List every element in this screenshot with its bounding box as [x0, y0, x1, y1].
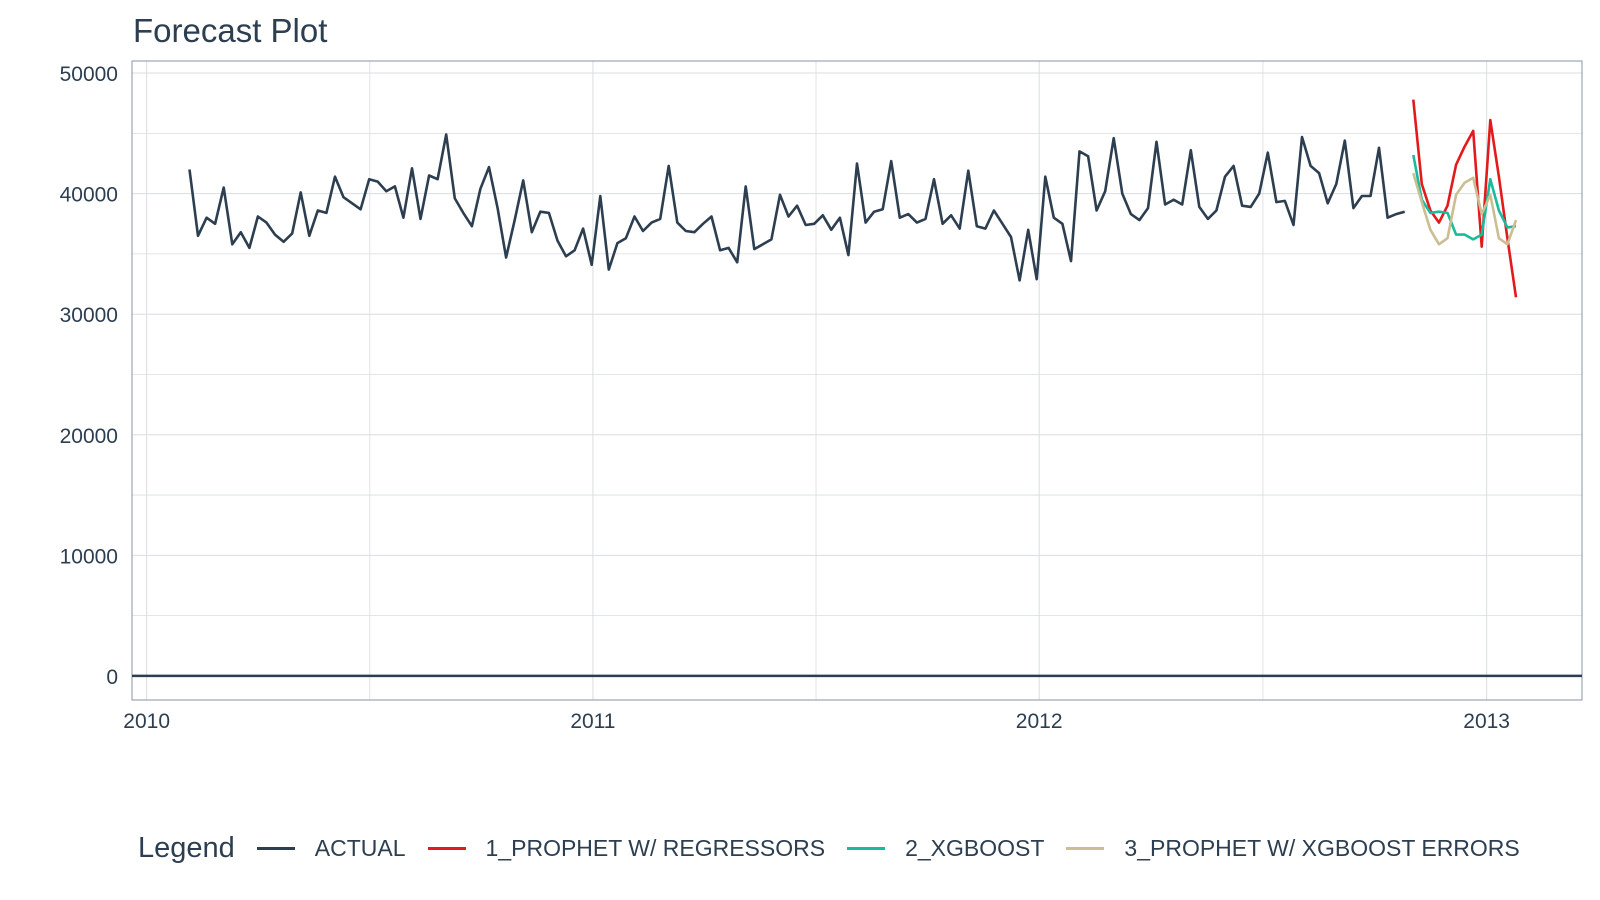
legend-swatch-prophet-regressors [427, 847, 466, 850]
y-tick-label: 20000 [60, 425, 118, 448]
y-tick-label: 40000 [60, 184, 118, 207]
y-tick-label: 50000 [60, 63, 118, 86]
legend-title: Legend [138, 832, 235, 864]
legend-item-prophet-xgboost-errors: 3_PROPHET W/ XGBOOST ERRORS [1066, 835, 1520, 862]
x-tick-label: 2011 [570, 710, 615, 733]
legend-item-prophet-regressors: 1_PROPHET W/ REGRESSORS [427, 835, 826, 862]
series-line-actual [188, 133, 1406, 282]
legend-label-prophet-regressors: 1_PROPHET W/ REGRESSORS [485, 835, 826, 861]
legend: Legend ACTUAL 1_PROPHET W/ REGRESSORS 2_… [138, 832, 1520, 865]
y-axis-tick-labels: 0 10000 20000 30000 40000 50000 [60, 63, 118, 689]
legend-label-xgboost: 2_XGBOOST [905, 835, 1045, 861]
x-tick-label: 2010 [123, 710, 170, 733]
x-tick-label: 2012 [1016, 710, 1063, 733]
y-tick-label: 10000 [60, 545, 118, 568]
plot-panel-border [131, 60, 1583, 701]
legend-item-xgboost: 2_XGBOOST [847, 835, 1044, 862]
legend-swatch-prophet-xgboost-errors [1066, 847, 1105, 850]
y-tick-label: 0 [106, 666, 118, 689]
legend-label-prophet-xgboost-errors: 3_PROPHET W/ XGBOOST ERRORS [1124, 835, 1520, 861]
legend-label-actual: ACTUAL [314, 835, 406, 861]
y-tick-label: 30000 [60, 304, 118, 327]
series-line-1-prophet-w-regressors [1412, 99, 1518, 298]
legend-item-actual: ACTUAL [256, 835, 406, 862]
chart-title: Forecast Plot [133, 12, 328, 49]
series-line-2-xgboost [1412, 154, 1517, 241]
x-tick-label: 2013 [1463, 710, 1510, 733]
series-line-3-prophet-w-xgboost-errors [1412, 172, 1518, 246]
legend-swatch-xgboost [847, 847, 886, 850]
grid-lines [132, 61, 1582, 700]
x-axis-tick-labels: 2010 2011 2012 2013 [123, 710, 1510, 733]
legend-swatch-actual [256, 847, 295, 850]
series-lines [188, 99, 1518, 298]
